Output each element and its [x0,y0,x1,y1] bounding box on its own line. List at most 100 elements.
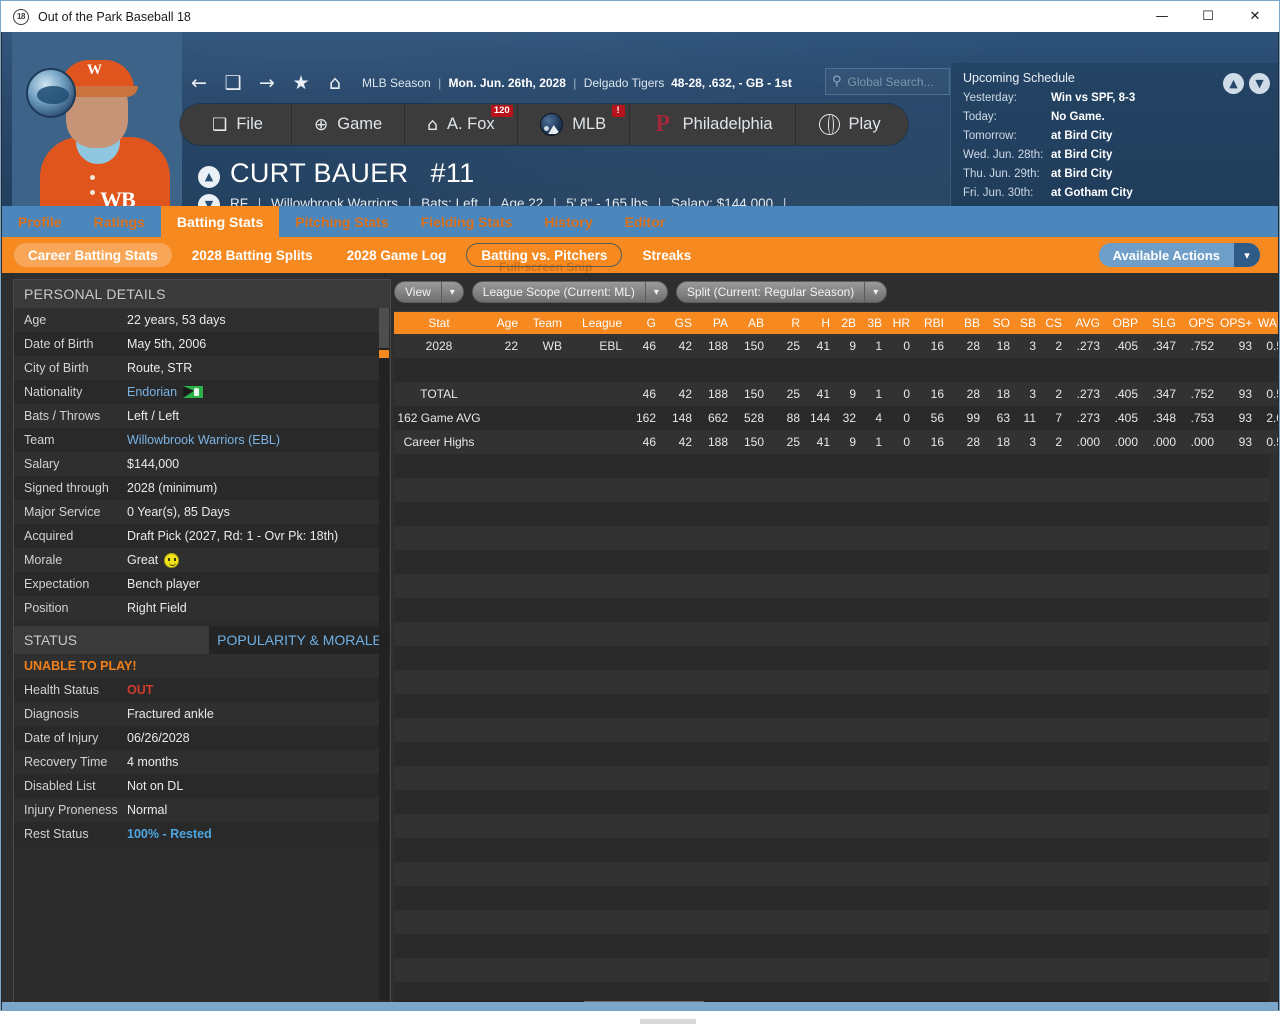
col-stat[interactable]: Stat [394,312,490,334]
detail-key: Date of Injury [24,731,99,745]
detail-value[interactable]: Endorian [127,385,178,399]
view-dropdown[interactable]: View ▾ [394,281,464,303]
table-cell: 2028 [425,339,453,353]
star-icon[interactable]: ★ [292,72,310,94]
maximize-button[interactable]: ☐ [1202,9,1214,24]
table-cell: 18 [996,435,1010,449]
scrollbar-marker [379,350,389,358]
status-row-disabled-list: Disabled List Not on DL [14,774,390,798]
subtab-streaks[interactable]: Streaks [642,247,692,263]
league-scope-dropdown[interactable]: League Scope (Current: ML) ▾ [471,281,668,303]
spacer-row[interactable] [394,358,1278,382]
subtab-batting-splits[interactable]: 2028 Batting Splits [191,247,313,263]
col-league[interactable]: League [568,312,628,334]
tab-fielding-stats[interactable]: Fielding Stats [420,213,513,230]
previous-player-button[interactable]: ▲ [198,166,220,188]
table-cell: 662 [707,411,728,425]
col-pa[interactable]: PA [698,312,734,334]
detail-key: Rest Status [24,827,89,841]
col-slg[interactable]: SLG [1144,312,1182,334]
table-empty-row [394,670,1269,694]
col-2b[interactable]: 2B [836,312,862,334]
col-sb[interactable]: SB [1016,312,1042,334]
table-cell: 144 [809,411,830,425]
schedule-scroll-down-button[interactable]: ▼ [1249,73,1270,94]
home-icon[interactable]: ⌂ [328,72,342,94]
left-panel-scrollbar[interactable] [379,308,389,1000]
menu-button-manager[interactable]: ⌂ A. Fox 120 [405,104,518,145]
panel-divider [14,620,390,626]
col-ops-plus[interactable]: OPS+ [1220,312,1258,334]
menu-button-team[interactable]: P Philadelphia [629,104,796,145]
team-logo-icon[interactable] [26,68,76,118]
tab-history[interactable]: History [544,213,593,230]
col-war[interactable]: WAR [1258,312,1278,334]
split-dropdown[interactable]: Split (Current: Regular Season) ▾ [675,281,888,303]
schedule-scroll-up-button[interactable]: ▲ [1223,73,1244,94]
tab-pitching-stats[interactable]: Pitching Stats [295,213,389,230]
col-bb[interactable]: BB [950,312,986,334]
minimize-button[interactable]: — [1155,9,1169,24]
col-team[interactable]: Team [524,312,568,334]
player-number: #11 [430,158,475,188]
col-3b[interactable]: 3B [862,312,888,334]
col-r[interactable]: R [770,312,806,334]
player-portrait[interactable]: WB W [12,32,182,206]
table-cell: 188 [707,435,728,449]
col-ops[interactable]: OPS [1182,312,1220,334]
col-so[interactable]: SO [986,312,1016,334]
table-cell: 150 [743,435,764,449]
col-avg[interactable]: AVG [1068,312,1106,334]
col-obp[interactable]: OBP [1106,312,1144,334]
col-cs[interactable]: CS [1042,312,1068,334]
detail-row-expectation: Expectation Bench player [14,572,390,596]
menu-button-game[interactable]: ⊕ Game [292,104,406,145]
table-empty-row [394,502,1269,526]
col-age[interactable]: Age [490,312,524,334]
next-player-button[interactable]: ▼ [198,194,220,206]
tab-popularity-morale[interactable]: POPULARITY & MORALE [209,626,390,654]
detail-value[interactable]: Willowbrook Warriors (EBL) [127,433,281,447]
col-ab[interactable]: AB [734,312,770,334]
detail-key: Position [24,601,69,615]
col-h[interactable]: H [806,312,836,334]
col-g[interactable]: G [628,312,662,334]
subtab-career-batting-stats[interactable]: Career Batting Stats [14,243,172,267]
detail-key: Morale [24,553,63,567]
table-cell: 2 [1055,435,1062,449]
dropdown-label: View [405,285,431,299]
table-cell: 188 [707,339,728,353]
detail-key: Salary [24,457,60,471]
career-highs-row[interactable]: Career Highs 46 42 188 150 25 41 9 1 0 16 28 18 3 2 .00… [394,430,1278,454]
tab-editor[interactable]: Editor [624,213,666,230]
subtab-game-log[interactable]: 2028 Game Log [346,247,447,263]
scrollbar-thumb[interactable] [379,308,389,348]
breadcrumb-team[interactable]: Delgado Tigers [583,76,665,90]
close-button[interactable]: ✕ [1249,9,1261,24]
menu-button-file[interactable]: ❑ File [180,104,292,145]
arrow-right-icon[interactable]: → [259,72,275,94]
col-hr[interactable]: HR [888,312,916,334]
tab-batting-stats[interactable]: Batting Stats [160,206,280,237]
arrow-left-icon[interactable]: ← [191,72,207,94]
tab-ratings[interactable]: Ratings [93,213,145,230]
menu-button-play[interactable]: Play [795,104,908,145]
season-row[interactable]: 2028 22 WB EBL 46 42 188 150 25 41 9 1 0 16 28 18 3 2 .273… [394,334,1278,358]
tab-profile[interactable]: Profile [18,213,62,230]
table-cell [490,430,524,454]
col-gs[interactable]: GS [662,312,698,334]
table-cell: 32 [842,411,856,425]
table-empty-row [394,910,1269,934]
detail-value[interactable]: 100% - Rested [127,827,212,841]
total-row[interactable]: TOTAL 46 42 188 150 25 41 9 1 0 16 28 18 3 2 .273 .405 .3… [394,382,1278,406]
per-162-row[interactable]: 162 Game AVG 162 148 662 528 88 144 32 4 0 56 99 63 1… [394,406,1278,430]
available-actions-dropdown[interactable]: Available Actions ▾ [1098,243,1260,267]
subtab-batting-vs-pitchers[interactable]: Batting vs. Pitchers [466,243,623,267]
tab-status[interactable]: STATUS [14,626,209,654]
menu-button-mlb[interactable]: MLB ! [517,104,630,145]
col-rbi[interactable]: RBI [916,312,950,334]
copy-icon[interactable]: ❑ [224,72,242,94]
portrait-cap-brim [58,86,138,97]
global-search-input[interactable]: ⚲ Global Search... [825,68,950,95]
table-cell: 150 [743,387,764,401]
